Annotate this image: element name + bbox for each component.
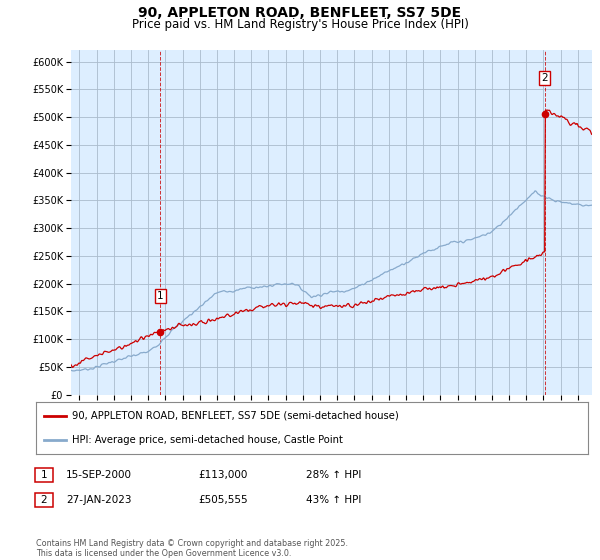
Text: 2: 2	[541, 73, 548, 83]
Text: 15-SEP-2000: 15-SEP-2000	[66, 470, 132, 480]
Text: 90, APPLETON ROAD, BENFLEET, SS7 5DE: 90, APPLETON ROAD, BENFLEET, SS7 5DE	[139, 6, 461, 20]
Text: 2: 2	[40, 495, 47, 505]
Text: 1: 1	[157, 291, 164, 301]
Text: 43% ↑ HPI: 43% ↑ HPI	[306, 495, 361, 505]
Text: HPI: Average price, semi-detached house, Castle Point: HPI: Average price, semi-detached house,…	[72, 435, 343, 445]
Text: 1: 1	[40, 470, 47, 480]
Text: 27-JAN-2023: 27-JAN-2023	[66, 495, 131, 505]
Text: Price paid vs. HM Land Registry's House Price Index (HPI): Price paid vs. HM Land Registry's House …	[131, 18, 469, 31]
Text: 90, APPLETON ROAD, BENFLEET, SS7 5DE (semi-detached house): 90, APPLETON ROAD, BENFLEET, SS7 5DE (se…	[72, 411, 398, 421]
Text: £505,555: £505,555	[198, 495, 248, 505]
Text: 28% ↑ HPI: 28% ↑ HPI	[306, 470, 361, 480]
Text: £113,000: £113,000	[198, 470, 247, 480]
Text: Contains HM Land Registry data © Crown copyright and database right 2025.
This d: Contains HM Land Registry data © Crown c…	[36, 539, 348, 558]
